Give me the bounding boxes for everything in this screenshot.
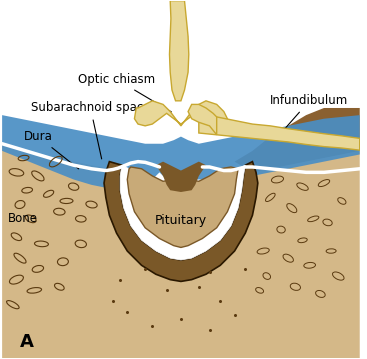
Polygon shape [188, 104, 217, 135]
Polygon shape [120, 165, 245, 260]
Polygon shape [104, 162, 258, 281]
Text: Bone: Bone [7, 212, 37, 225]
Polygon shape [134, 101, 228, 126]
Polygon shape [156, 162, 206, 192]
Text: Optic chiasm: Optic chiasm [78, 73, 171, 112]
Polygon shape [170, 1, 189, 101]
Polygon shape [235, 108, 360, 172]
Text: Pituitary: Pituitary [155, 214, 207, 227]
Text: Infundibulum: Infundibulum [270, 94, 349, 131]
Text: Subarachnoid space: Subarachnoid space [31, 102, 150, 159]
Text: A: A [20, 333, 34, 351]
Polygon shape [2, 144, 360, 358]
Polygon shape [2, 115, 360, 192]
Polygon shape [2, 1, 360, 358]
Polygon shape [127, 167, 238, 247]
Polygon shape [199, 113, 360, 150]
Text: Dura: Dura [23, 130, 79, 169]
